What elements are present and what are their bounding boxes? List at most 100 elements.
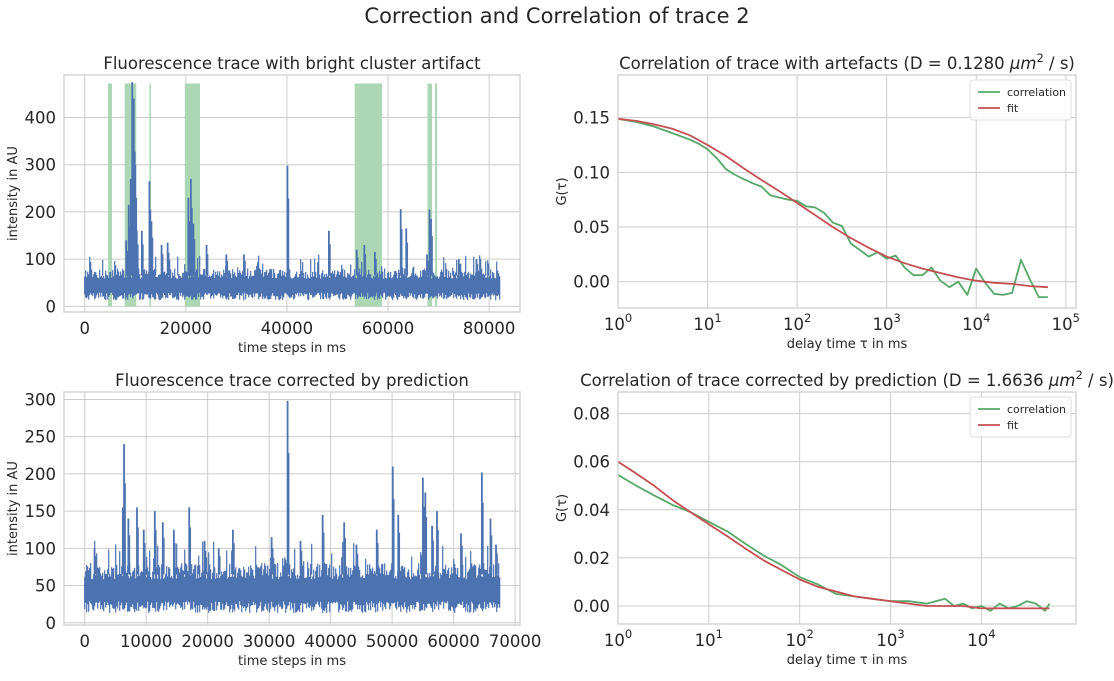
legend-label-correlation: correlation: [1007, 86, 1066, 99]
legend-label-fit: fit: [1007, 419, 1019, 432]
y-tick-label: 0.05: [573, 218, 610, 237]
x-tick-label: 104: [962, 311, 990, 334]
panel-title: Correlation of trace corrected by predic…: [580, 368, 1114, 390]
series-fit: [618, 460, 1050, 610]
x-tick-label: 40000: [261, 319, 314, 338]
y-tick-label: 100: [25, 250, 57, 269]
legend-label-correlation: correlation: [1007, 403, 1066, 416]
y-tick-label: 0: [46, 614, 57, 633]
y-tick-label: 0.04: [573, 501, 610, 520]
y-tick-labels: 0.00 0.02 0.04 0.06 0.08: [573, 405, 610, 616]
y-tick-labels: 0.00 0.05 0.10 0.15: [573, 109, 610, 292]
y-tick-label: 300: [25, 390, 57, 409]
title-suffix: / s): [1044, 54, 1075, 73]
y-tick-label: 0.02: [573, 549, 610, 568]
y-tick-label: 0.10: [573, 163, 610, 182]
x-tick-label: 100: [604, 311, 632, 334]
legend: correlation fit: [969, 79, 1072, 121]
x-tick-labels: 0 20000 40000 60000 80000: [79, 319, 515, 338]
artifact-region: [427, 83, 433, 307]
trace-spikes: [125, 82, 479, 276]
panel-title: Correlation of trace with artefacts (D =…: [619, 51, 1075, 73]
x-tick-label: 50000: [366, 632, 419, 651]
x-axis-label: delay time τ in ms: [787, 653, 908, 668]
legend-box: [969, 396, 1072, 438]
title-unit-exponent: 2: [1036, 51, 1043, 65]
series-layer: [618, 117, 1048, 299]
x-tick-exponent: 5: [1073, 311, 1080, 325]
x-tick-labels: 100 101 102 103 104: [604, 627, 996, 650]
y-tick-label: 0.00: [573, 273, 610, 292]
y-tick-label: 0.06: [573, 453, 610, 472]
x-tick-label: 104: [967, 627, 995, 650]
x-tick-label: 102: [786, 627, 814, 650]
x-tick-label: 103: [876, 627, 904, 650]
x-tick-label: 100: [604, 627, 632, 650]
y-axis-label: G(τ): [555, 494, 570, 522]
x-tick-labels: 0 10000 20000 30000 40000 50000 60000 70000: [79, 632, 541, 651]
plot-border: [63, 391, 521, 626]
series-layer: [618, 460, 1051, 612]
x-tick-label: 20000: [181, 632, 234, 651]
y-tick-label: 150: [25, 502, 57, 521]
plot-border: [63, 74, 521, 313]
x-tick-exponent: 4: [983, 311, 990, 325]
plot-border: [617, 74, 1077, 309]
trace-noise: [84, 540, 501, 613]
legend-box: [969, 79, 1072, 121]
legend-label-fit: fit: [1007, 102, 1019, 115]
x-tick-label: 30000: [243, 632, 296, 651]
y-tick-label: 250: [25, 428, 57, 447]
x-tick-label: 10000: [120, 632, 173, 651]
x-tick-label: 102: [783, 311, 811, 334]
title-suffix: / s): [1083, 371, 1114, 390]
x-tick-exponent: 3: [897, 627, 904, 641]
y-tick-label: 50: [35, 577, 56, 596]
x-axis-label: delay time τ in ms: [787, 337, 908, 352]
y-tick-label: 400: [25, 108, 57, 127]
x-tick-label: 105: [1052, 311, 1080, 334]
y-tick-label: 0.15: [573, 109, 610, 128]
y-tick-label: 0.08: [573, 405, 610, 424]
x-tick-exponent: 3: [894, 311, 901, 325]
trace-layer: [84, 82, 501, 307]
panel-title: Fluorescence trace with bright cluster a…: [103, 54, 481, 73]
artifact-region: [107, 83, 113, 307]
y-tick-label: 0: [46, 297, 57, 316]
x-tick-label: 0: [79, 319, 90, 338]
x-axis-label: time steps in ms: [238, 341, 346, 356]
y-tick-label: 200: [25, 203, 57, 222]
x-tick-label: 70000: [489, 632, 542, 651]
trace-noise: [84, 254, 501, 301]
figure-title: Correction and Correlation of trace 2: [364, 4, 750, 28]
x-tick-label: 80000: [463, 319, 516, 338]
trace-layer: [84, 400, 501, 613]
x-tick-label: 60000: [427, 632, 480, 651]
x-tick-exponent: 1: [714, 311, 721, 325]
y-tick-labels: 0 100 200 300 400: [25, 108, 57, 316]
y-axis-label: intensity in AU: [6, 461, 21, 556]
panel-title: Fluorescence trace corrected by predicti…: [115, 371, 469, 390]
panel-correlation-corrected: 100 101 102 103 104 0.00 0.02 0.04 0.06 0.08 delay…: [555, 368, 1114, 668]
panel-correlation-artifacts: 100 101 102 103 104 1050.000.050.100.15delay …: [555, 51, 1080, 352]
y-tick-label: 100: [25, 539, 57, 558]
y-axis-label: intensity in AU: [6, 146, 21, 241]
x-axis-label: time steps in ms: [238, 654, 346, 669]
x-tick-exponent: 2: [807, 627, 814, 641]
y-tick-label: 0.00: [573, 597, 610, 616]
y-tick-label: 200: [25, 465, 57, 484]
panel-trace-corrected: 0 10000 20000 30000 40000 50000 60000 70000 0 50 1…: [6, 371, 541, 669]
y-tick-label: 300: [25, 156, 57, 175]
x-tick-label: 101: [695, 627, 723, 650]
x-tick-label: 0: [79, 632, 90, 651]
y-tick-labels: 0 50 100 150 200 250 300: [25, 390, 57, 632]
x-tick-exponent: 0: [625, 627, 632, 641]
y-axis-label: G(τ): [555, 177, 570, 205]
title-unit-exponent: 2: [1075, 368, 1082, 382]
x-tick-labels: 100 101 102 103 104 105: [604, 311, 1080, 334]
legend: correlation fit: [969, 396, 1072, 438]
x-tick-label: 60000: [362, 319, 415, 338]
x-tick-label: 101: [693, 311, 721, 334]
plot-border: [617, 391, 1077, 625]
